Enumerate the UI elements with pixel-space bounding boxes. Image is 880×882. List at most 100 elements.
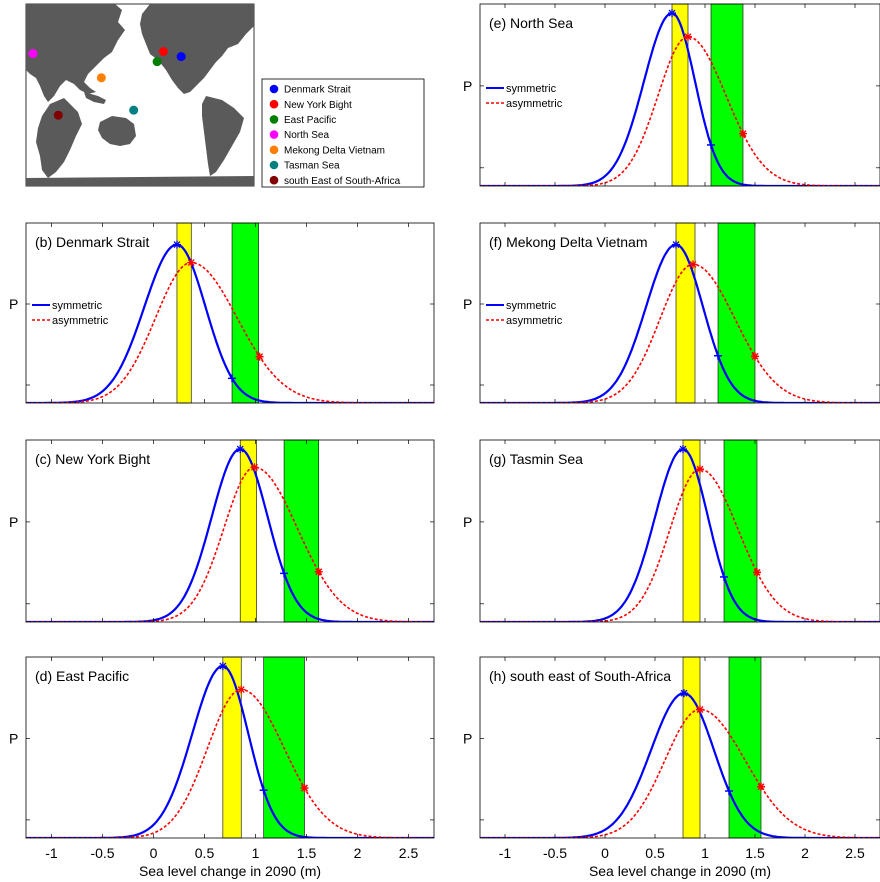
series-asymmetric-line	[480, 35, 880, 186]
panel: P (e) North Sea symmetric asymmetric	[463, 3, 880, 187]
y-axis-label: P	[463, 296, 472, 312]
series-symmetric-mode-marker	[672, 240, 680, 249]
series-asymmetric-upper-marker	[757, 782, 765, 791]
legend-label: Denmark Strait	[284, 85, 351, 96]
series-asymmetric-mode-marker	[237, 685, 246, 694]
panel: P (b) Denmark Strait symmetric asymmetric	[9, 222, 435, 404]
eurasia-land	[26, 4, 125, 102]
series-symmetric-line	[480, 447, 880, 622]
series-asymmetric-line	[480, 708, 880, 838]
series-asymmetric-upper-marker	[751, 352, 759, 361]
legend-marker	[269, 115, 279, 124]
x-tick-label: 0	[150, 845, 158, 861]
series-symmetric-mode-marker	[236, 445, 245, 454]
series-symmetric-line	[480, 692, 880, 838]
x-tick-label: 1	[701, 845, 709, 861]
x-tick-label: -0.5	[90, 845, 114, 861]
map-legend: Denmark Strait New York Bight East Pacific…	[261, 78, 425, 188]
legend-symmetric-label: symmetric	[52, 300, 103, 312]
green-band	[283, 439, 320, 623]
series-symmetric-upper-marker	[228, 374, 237, 383]
series-symmetric-upper-marker	[725, 786, 733, 795]
axes-frame	[25, 656, 435, 839]
series-asymmetric-upper-marker	[314, 567, 323, 576]
series-asymmetric-mode-marker	[696, 465, 704, 474]
legend-asymmetric-label: asymmetric	[506, 98, 563, 110]
legend-marker	[269, 160, 279, 170]
axes-frame	[479, 439, 880, 623]
legend-label: New York Bight	[284, 100, 352, 111]
location-dot	[158, 47, 168, 57]
x-axis-label: Sea level change in 2090 (m)	[589, 863, 771, 879]
x-tick-label: -1	[499, 845, 512, 861]
series-asymmetric-mode-marker	[689, 260, 697, 269]
x-axis-label: Sea level change in 2090 (m)	[139, 863, 321, 879]
series-asymmetric-line	[26, 261, 434, 403]
legend-marker	[269, 130, 279, 139]
x-tick-label: 1	[252, 845, 260, 861]
panel-title: (e) North Sea	[489, 15, 573, 31]
location-dot	[53, 110, 63, 120]
series-symmetric-line	[26, 243, 434, 403]
land-masses	[26, 4, 254, 186]
location-dot	[96, 73, 106, 83]
panel: P (g) Tasmin Sea	[463, 439, 880, 623]
green-band	[717, 222, 756, 404]
location-dot	[152, 57, 162, 67]
yellow-band	[682, 656, 701, 839]
series-asymmetric-upper-marker	[255, 352, 264, 361]
series-symmetric-upper-marker	[707, 140, 715, 149]
series-symmetric-mode-marker	[218, 662, 227, 671]
series-symmetric-upper-marker	[720, 572, 728, 581]
panel-title: (h) south east of South-Africa	[489, 668, 671, 684]
axes-frame	[25, 222, 435, 404]
panel: P (f) Mekong Delta Vietnam symmetric asymme…	[463, 222, 880, 404]
location-dot	[129, 105, 139, 115]
map-legend-box	[261, 78, 425, 188]
y-axis-label: P	[463, 78, 472, 94]
yellow-band	[675, 222, 696, 404]
y-axis-label: P	[9, 296, 18, 312]
legend-symmetric-label: symmetric	[506, 300, 557, 312]
north-america-land	[140, 4, 254, 94]
series-asymmetric-mode-marker	[696, 705, 704, 714]
panel-title: (b) Denmark Strait	[35, 234, 149, 250]
location-dot	[176, 52, 186, 62]
axes-frame	[479, 222, 880, 404]
x-tick-label: -1	[45, 845, 58, 861]
panel-title: (f) Mekong Delta Vietnam	[489, 234, 647, 250]
green-band	[710, 3, 744, 187]
axes-frame	[479, 3, 880, 187]
series-symmetric-line	[26, 664, 434, 838]
south-america-land	[202, 96, 244, 176]
series-asymmetric-upper-marker	[739, 129, 747, 138]
location-dot	[28, 49, 38, 59]
legend-label: North Sea	[284, 130, 329, 141]
yellow-band	[671, 3, 689, 187]
x-tick-label: -0.5	[543, 845, 567, 861]
series-symmetric-line	[480, 11, 880, 186]
legend-marker	[269, 99, 279, 109]
series-asymmetric-line	[480, 263, 880, 403]
series-asymmetric-upper-marker	[300, 784, 309, 793]
y-axis-label: P	[463, 730, 472, 746]
y-axis-label: P	[463, 514, 472, 530]
x-tick-label: 2	[354, 845, 362, 861]
series-asymmetric-mode-marker	[684, 32, 692, 41]
southeast-asia-land	[84, 92, 106, 104]
legend-asymmetric-label: asymmetric	[52, 315, 109, 327]
legend-label: Tasman Sea	[284, 161, 340, 172]
series-symmetric-mode-marker	[668, 9, 676, 18]
australia-land	[98, 116, 136, 146]
series-asymmetric-mode-marker	[250, 463, 259, 472]
series-symmetric-upper-marker	[259, 786, 268, 795]
green-band	[723, 439, 758, 623]
legend-label: East Pacific	[284, 115, 336, 126]
x-tick-label: 2.5	[845, 845, 865, 861]
panel: P (h) south east of South-Africa -1 -0.5 0 0.…	[463, 656, 880, 879]
series-asymmetric-mode-marker	[187, 258, 196, 267]
series-symmetric-mode-marker	[679, 445, 687, 454]
series-symmetric-upper-marker	[280, 569, 289, 578]
legend-label: Mekong Delta Vietnam	[284, 145, 385, 156]
